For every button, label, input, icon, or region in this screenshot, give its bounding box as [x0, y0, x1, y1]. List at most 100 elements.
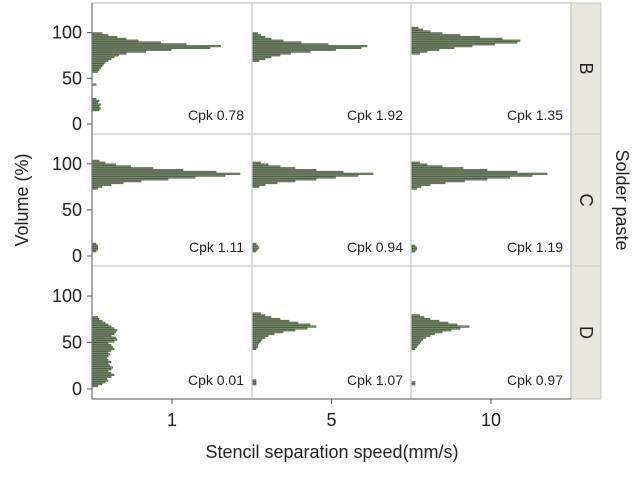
histogram-bar	[252, 41, 302, 44]
histogram-bar	[411, 250, 416, 253]
histogram-bar	[92, 181, 124, 185]
histogram-bar	[92, 65, 103, 68]
histogram-bar	[411, 342, 420, 345]
histogram-bar	[92, 377, 107, 380]
histogram-bar	[92, 48, 172, 51]
histogram-bar	[252, 165, 281, 168]
histogram-bar	[252, 323, 311, 326]
histogram-bar	[92, 59, 109, 62]
histogram-bar	[92, 63, 104, 66]
x-tick-label: 10	[481, 410, 501, 430]
histogram-bar	[252, 327, 308, 330]
histogram-bar	[411, 336, 426, 339]
histogram-bar	[92, 167, 154, 170]
histogram-bar	[92, 371, 112, 375]
histogram-bar	[92, 373, 115, 376]
histogram-bar	[252, 336, 266, 339]
histogram-bar	[92, 98, 97, 101]
histogram-bar	[92, 41, 161, 44]
axes: 0 50 100 0 50 100 0 50 100 1 5 10	[52, 3, 571, 430]
histogram-bar	[92, 334, 112, 337]
histogram-bar	[411, 187, 417, 190]
histogram-bar	[92, 336, 116, 339]
cpk-label: Cpk 0.01	[188, 372, 244, 388]
histogram-bar	[411, 347, 416, 350]
histogram-bar	[411, 172, 548, 175]
histogram-bar	[252, 57, 266, 61]
histogram-bar	[92, 381, 106, 384]
histogram-bar	[92, 46, 211, 50]
histogram-bar	[92, 32, 103, 35]
histogram-bar	[252, 54, 281, 57]
histogram-bar	[252, 342, 260, 345]
histogram-bar	[411, 244, 416, 247]
histogram-bar	[92, 61, 106, 64]
y-tick-label: 100	[52, 154, 82, 174]
histogram-bar	[92, 318, 100, 321]
histogram-bar	[92, 357, 107, 360]
histogram-bar	[411, 332, 435, 336]
histogram-bar	[92, 383, 103, 386]
histogram-bar	[411, 170, 518, 174]
histogram-bar	[411, 161, 420, 164]
cpk-label: Cpk 1.19	[507, 239, 563, 255]
histogram-bar	[252, 312, 261, 315]
histogram-bar	[411, 28, 423, 31]
histogram-bar	[252, 319, 290, 323]
histogram-bar	[411, 181, 446, 185]
histogram-bar	[92, 50, 146, 53]
histogram-bar	[411, 319, 440, 323]
histogram-bar	[411, 176, 510, 179]
row-strip-D	[570, 265, 602, 400]
histogram-bar	[92, 34, 109, 37]
histogram-bar	[92, 57, 112, 61]
histogram-bar	[252, 321, 299, 324]
histogram-bar	[252, 314, 266, 317]
histogram-bar	[92, 107, 101, 110]
histogram-bar	[92, 248, 98, 251]
histogram-bar	[411, 321, 449, 324]
histogram-bar	[252, 170, 344, 174]
histogram-bar	[252, 176, 336, 179]
histogram-bar	[92, 178, 169, 181]
histogram-bar	[92, 161, 106, 164]
cpk-label: Cpk 1.07	[347, 372, 403, 388]
histogram-bar	[92, 105, 100, 108]
histogram-bar	[92, 362, 109, 365]
histogram-bar	[411, 37, 503, 40]
histogram-bar	[92, 83, 97, 86]
histogram-bar	[92, 185, 103, 188]
histogram-bar	[92, 327, 115, 330]
histogram-bar	[411, 327, 461, 330]
histogram-bar	[252, 46, 362, 50]
histogram-bar	[252, 56, 272, 59]
cpk-label: Cpk 0.78	[188, 107, 244, 123]
histogram-bar	[92, 172, 241, 175]
histogram-bar	[411, 34, 461, 37]
histogram-bar	[252, 161, 261, 164]
histogram-bar	[252, 178, 317, 181]
histogram-bar	[411, 246, 417, 249]
histogram-bar	[411, 39, 521, 42]
x-tick-label: 5	[326, 410, 336, 430]
histogram-bar	[92, 366, 113, 369]
histogram-bar	[92, 242, 97, 245]
histogram-bar	[252, 183, 266, 186]
histogram-bar	[92, 52, 127, 55]
histogram-bar	[92, 68, 100, 71]
histogram-bar	[411, 338, 423, 341]
y-tick-label: 0	[72, 379, 82, 399]
histogram-bar	[252, 32, 258, 35]
histogram-bar	[411, 26, 419, 29]
histogram-bar	[252, 185, 260, 188]
histogram-bar	[92, 340, 115, 343]
histogram-bar	[92, 353, 110, 356]
histogram-bar	[92, 187, 98, 190]
histogram-bar	[252, 37, 272, 40]
histogram-bar	[411, 41, 518, 44]
histogram-bar	[411, 180, 465, 183]
histogram-bar	[252, 250, 257, 253]
histogram-bar	[92, 163, 116, 166]
histogram-bar	[252, 347, 257, 350]
